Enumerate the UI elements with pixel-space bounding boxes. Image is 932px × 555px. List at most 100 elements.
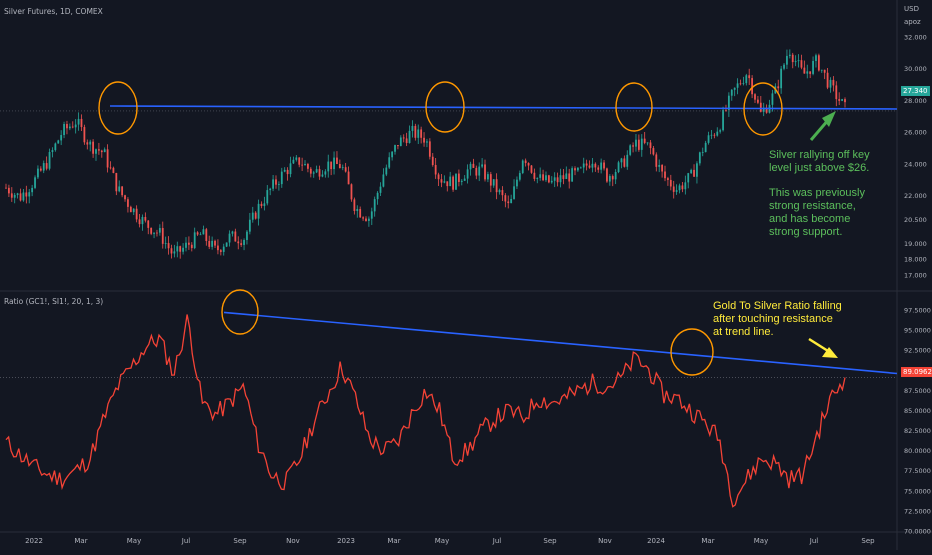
- x-tick-label: Mar: [701, 537, 714, 545]
- candle-body: [257, 203, 260, 219]
- bottom-y-tick-label: 75.0000: [904, 487, 931, 495]
- candle-body: [161, 228, 164, 244]
- unit-label[interactable]: apoz: [904, 18, 921, 26]
- candle-body: [437, 174, 440, 180]
- candle-body: [556, 177, 559, 183]
- candle-body: [141, 216, 144, 225]
- bottom-pane-title: Ratio (GC1!, SI1!, 20, 1, 3): [4, 297, 104, 306]
- support-arrow-head: [822, 111, 836, 127]
- candle-body: [475, 167, 478, 176]
- candle-body: [733, 87, 736, 90]
- candle-body: [844, 99, 846, 103]
- candle-body: [600, 162, 603, 170]
- candle-body: [527, 163, 530, 166]
- candle-body: [701, 152, 704, 153]
- candle-body: [71, 126, 74, 128]
- candle-body: [725, 109, 727, 111]
- candle-body: [652, 148, 655, 155]
- candle-body: [275, 179, 277, 185]
- x-tick-label: 2022: [25, 537, 43, 545]
- candle-body: [54, 143, 57, 151]
- candle-body: [307, 164, 309, 169]
- candle-body: [25, 192, 28, 197]
- candle-body: [51, 150, 54, 153]
- candle-body: [513, 186, 515, 199]
- top-y-tick-label: 17.000: [904, 272, 927, 280]
- candle-body: [786, 55, 788, 65]
- candle-body: [591, 163, 594, 168]
- candle-body: [495, 179, 498, 193]
- candle-body: [498, 190, 501, 193]
- key-level-line: [109, 105, 898, 110]
- candle-body: [565, 173, 568, 179]
- candle-body: [205, 229, 208, 242]
- candle-body: [597, 167, 600, 170]
- candle-body: [620, 158, 623, 163]
- candle-body: [608, 176, 611, 182]
- top-y-tick-label: 24.000: [904, 160, 927, 168]
- candle-body: [664, 171, 666, 179]
- candle-body: [516, 179, 518, 187]
- candle-body: [687, 173, 690, 183]
- candle-body: [231, 231, 234, 234]
- candle-body: [222, 246, 225, 252]
- candle-body: [248, 219, 251, 232]
- candle-body: [681, 185, 684, 190]
- candle-body: [199, 234, 202, 236]
- candle-body: [507, 201, 510, 204]
- candle-body: [806, 71, 809, 74]
- candle-body: [489, 174, 492, 186]
- candle-body: [394, 145, 396, 152]
- candle-body: [254, 212, 257, 219]
- candle-body: [376, 192, 379, 200]
- candle-body: [118, 186, 121, 192]
- candle-body: [704, 142, 707, 153]
- candle-body: [661, 164, 664, 172]
- candle-body: [820, 69, 823, 71]
- top-y-tick-label: 20.500: [904, 216, 927, 224]
- candle-body: [463, 178, 466, 181]
- candle-body: [431, 156, 434, 165]
- candle-body: [179, 246, 182, 252]
- candle-body: [547, 175, 550, 183]
- candle-body: [783, 64, 785, 69]
- candle-body: [373, 199, 376, 212]
- candle-body: [446, 181, 449, 187]
- candle-body: [617, 162, 620, 173]
- candle-body: [211, 240, 214, 247]
- bottom-y-tick-label: 72.5000: [904, 507, 931, 515]
- bottom-y-tick-label: 77.5000: [904, 467, 931, 475]
- candle-body: [77, 118, 80, 125]
- candle-body: [667, 178, 669, 180]
- candle-body: [629, 145, 632, 155]
- bottom-y-tick-label: 92.5000: [904, 347, 931, 355]
- candle-body: [289, 163, 292, 175]
- candle-body: [176, 246, 179, 252]
- candle-body: [606, 168, 608, 182]
- candle-body: [86, 142, 89, 145]
- candle-body: [367, 218, 370, 221]
- candle-body: [455, 173, 457, 190]
- candle-body: [80, 118, 83, 128]
- highlight-circle: [425, 81, 465, 133]
- candle-body: [582, 163, 585, 168]
- candle-body: [193, 232, 196, 249]
- candle-body: [623, 158, 626, 167]
- bottom-y-tick-label: 97.5000: [904, 307, 931, 315]
- highlight-circle: [221, 289, 259, 335]
- candle-body: [156, 232, 158, 234]
- candle-body: [765, 108, 768, 113]
- candle-body: [707, 135, 710, 143]
- candle-body: [57, 140, 60, 144]
- currency-label[interactable]: USD: [904, 5, 919, 13]
- candle-body: [696, 163, 698, 177]
- candle-body: [423, 137, 425, 143]
- candle-body: [426, 141, 428, 143]
- candle-body: [693, 169, 695, 177]
- candle-body: [312, 172, 315, 174]
- candle-body: [539, 174, 542, 178]
- candle-body: [138, 219, 141, 225]
- candle-body: [800, 60, 803, 68]
- candle-body: [243, 239, 245, 245]
